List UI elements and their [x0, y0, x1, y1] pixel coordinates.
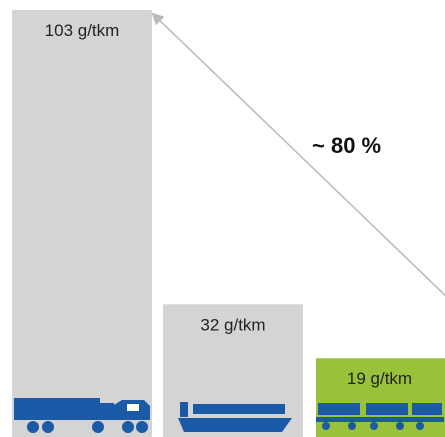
value-label-truck: 103 g/tkm: [45, 21, 120, 40]
value-label-rail: 19 g/tkm: [347, 369, 412, 388]
reduction-arrow: [151, 12, 445, 297]
bar-truck: [12, 10, 152, 437]
truck-icon: [14, 398, 150, 433]
value-label-ship: 32 g/tkm: [200, 315, 265, 334]
reduction-label: ~ 80 %: [312, 133, 381, 158]
ship-icon: [178, 402, 292, 432]
train-icon: [316, 403, 444, 430]
bar-rail: [316, 358, 445, 437]
